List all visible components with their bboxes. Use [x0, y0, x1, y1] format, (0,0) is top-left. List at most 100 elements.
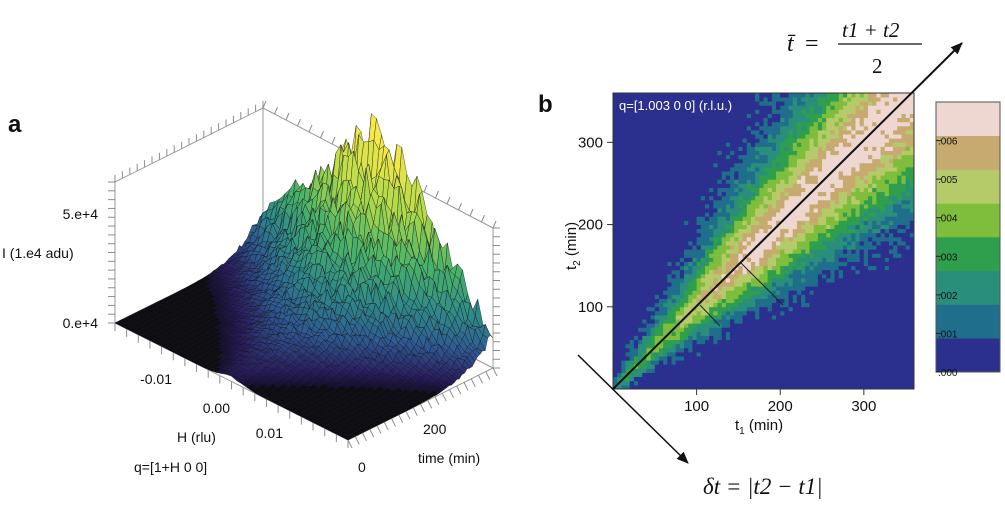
heatmap-cell: [671, 228, 677, 234]
heatmap-cell: [734, 224, 739, 230]
heatmap-cell: [613, 273, 618, 279]
heatmap-cell: [725, 331, 731, 336]
heatmap-cell: [721, 273, 727, 279]
heatmap-cell: [721, 290, 727, 295]
heatmap-cell: [696, 216, 702, 221]
heatmap-cell: [704, 232, 710, 238]
heatmap-cell: [671, 183, 677, 188]
heatmap-cell: [679, 191, 685, 197]
heatmap-cell: [638, 286, 643, 291]
heatmap-cell: [671, 368, 677, 373]
heatmap-cell: [667, 298, 672, 304]
heatmap-cell: [688, 154, 693, 160]
heatmap-cell: [679, 261, 685, 267]
heatmap-cell: [658, 310, 664, 316]
heatmap-cell: [663, 245, 668, 250]
heatmap-cell: [704, 339, 710, 345]
heatmap-cell: [738, 380, 743, 386]
heatmap-cell: [625, 224, 631, 230]
heatmap-cell: [650, 134, 656, 139]
heatmap-cell: [679, 352, 685, 357]
heatmap-cell: [642, 335, 647, 341]
heatmap-cell: [742, 368, 748, 373]
heatmap-cell: [625, 212, 631, 217]
heatmap-cell: [730, 175, 735, 180]
heatmap-cell: [629, 125, 635, 131]
heatmap-cell: [617, 113, 622, 119]
heatmap-cell: [692, 199, 698, 205]
heatmap-cell: [642, 278, 647, 283]
heatmap-cell: [629, 228, 635, 234]
heatmap-cell: [638, 273, 643, 279]
heatmap-cell: [671, 232, 677, 238]
heatmap-cell: [646, 384, 652, 389]
heatmap-cell: [613, 232, 618, 238]
heatmap-cell: [684, 282, 689, 287]
heatmap-cell: [621, 195, 626, 201]
heatmap-cell: [700, 187, 706, 193]
heatmap-cell: [621, 101, 626, 106]
heatmap-cell: [675, 146, 681, 151]
heatmap-cell: [700, 380, 706, 386]
heatmap-cell: [730, 376, 735, 382]
heatmap-cell: [633, 195, 639, 201]
heatmap-cell: [638, 335, 643, 341]
heatmap-cell: [633, 228, 639, 234]
heatmap-cell: [663, 208, 668, 213]
heatmap-cell: [658, 224, 664, 230]
heatmap-cell: [709, 212, 714, 217]
heatmap-cell: [638, 187, 643, 193]
heatmap-cell: [613, 105, 618, 110]
heatmap-cell: [730, 105, 735, 110]
heatmap-cell: [658, 191, 664, 197]
heatmap-cell: [738, 158, 743, 164]
heatmap-cell: [617, 356, 622, 361]
heatmap-cell: [613, 142, 618, 147]
heatmap-cell: [613, 290, 618, 295]
heatmap-cell: [734, 97, 739, 102]
heatmap-cell: [658, 93, 664, 98]
heatmap-cell: [638, 228, 643, 234]
heatmap-cell: [654, 105, 660, 110]
heatmap-cell: [738, 204, 743, 209]
heatmap-cell: [625, 323, 631, 328]
heatmap-cell: [617, 286, 622, 291]
heatmap-cell: [650, 257, 656, 262]
heatmap-cell: [671, 290, 677, 295]
heatmap-cell: [696, 327, 702, 332]
heatmap-cell: [721, 294, 727, 299]
heatmap-cell: [730, 146, 735, 151]
heatmap-cell: [738, 220, 743, 225]
heatmap-cell: [730, 125, 735, 131]
heatmap-cell: [638, 208, 643, 213]
heatmap-cell: [650, 204, 656, 209]
heatmap-cell: [738, 93, 743, 98]
heatmap-cell: [654, 199, 660, 205]
heatmap-cell: [642, 352, 647, 357]
heatmap-cell: [738, 364, 743, 369]
heatmap-cell: [725, 216, 731, 221]
heatmap-cell: [679, 364, 685, 369]
heatmap-cell: [633, 343, 639, 349]
heatmap-cell: [650, 175, 656, 180]
heatmap-cell: [617, 179, 622, 184]
heatmap-cell: [663, 265, 668, 271]
heatmap-cell: [704, 195, 710, 201]
heatmap-cell: [625, 356, 631, 361]
heatmap-cell: [730, 323, 735, 328]
heatmap-cell: [642, 183, 647, 188]
heatmap-cell: [621, 228, 626, 234]
heatmap-cell: [730, 331, 735, 336]
heatmap-cell: [679, 236, 685, 242]
heatmap-cell: [696, 372, 702, 378]
heatmap-cell: [717, 294, 723, 299]
heatmap-cell: [696, 183, 702, 188]
heatmap-cell: [692, 360, 698, 365]
heatmap-cell: [717, 150, 723, 156]
heatmap-cell: [658, 236, 664, 242]
heatmap-cell: [696, 356, 702, 361]
heatmap-cell: [646, 199, 652, 205]
heatmap-cell: [709, 356, 714, 361]
heatmap-cell: [700, 101, 706, 106]
heatmap-cell: [692, 93, 698, 98]
